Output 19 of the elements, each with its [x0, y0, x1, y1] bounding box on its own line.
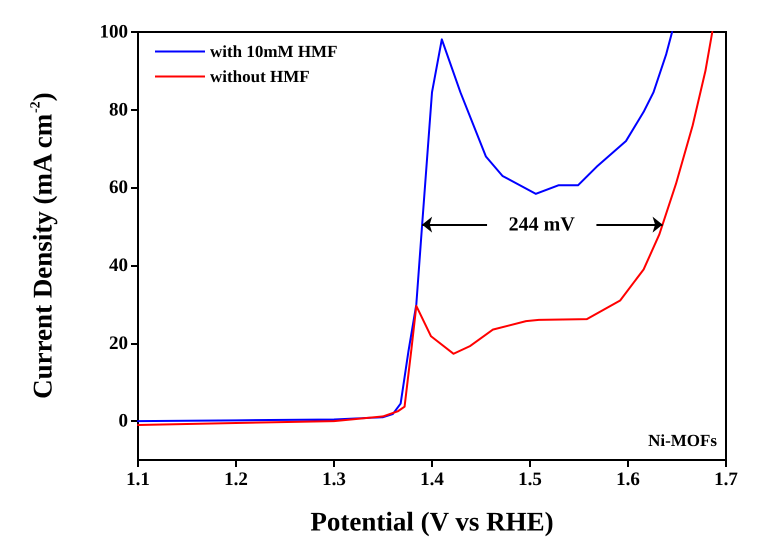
x-tick-label: 1.1 — [126, 469, 150, 490]
legend-label: with 10mM HMF — [210, 42, 338, 61]
y-tick-label: 0 — [118, 410, 128, 432]
legend-label: without HMF — [210, 67, 310, 86]
annotation: Ni-MOFs — [648, 431, 718, 450]
x-tick-label: 1.7 — [714, 469, 738, 490]
x-tick-label: 1.2 — [224, 469, 248, 490]
x-tick-label: 1.6 — [616, 469, 640, 490]
y-axis-title: Current Density (mA cm-2) — [28, 92, 58, 399]
x-tick-label: 1.3 — [322, 469, 346, 490]
annotation: 244 mV — [508, 214, 576, 236]
y-tick-label: 100 — [100, 22, 128, 42]
y-tick-label: 60 — [109, 177, 128, 198]
x-tick-label: 1.4 — [420, 469, 444, 490]
y-tick-label: 20 — [109, 332, 128, 354]
x-axis-title: Potential (V vs RHE) — [310, 506, 554, 536]
x-tick-label: 1.5 — [518, 469, 542, 490]
y-tick-label: 40 — [109, 254, 128, 276]
y-tick-label: 80 — [109, 99, 128, 120]
